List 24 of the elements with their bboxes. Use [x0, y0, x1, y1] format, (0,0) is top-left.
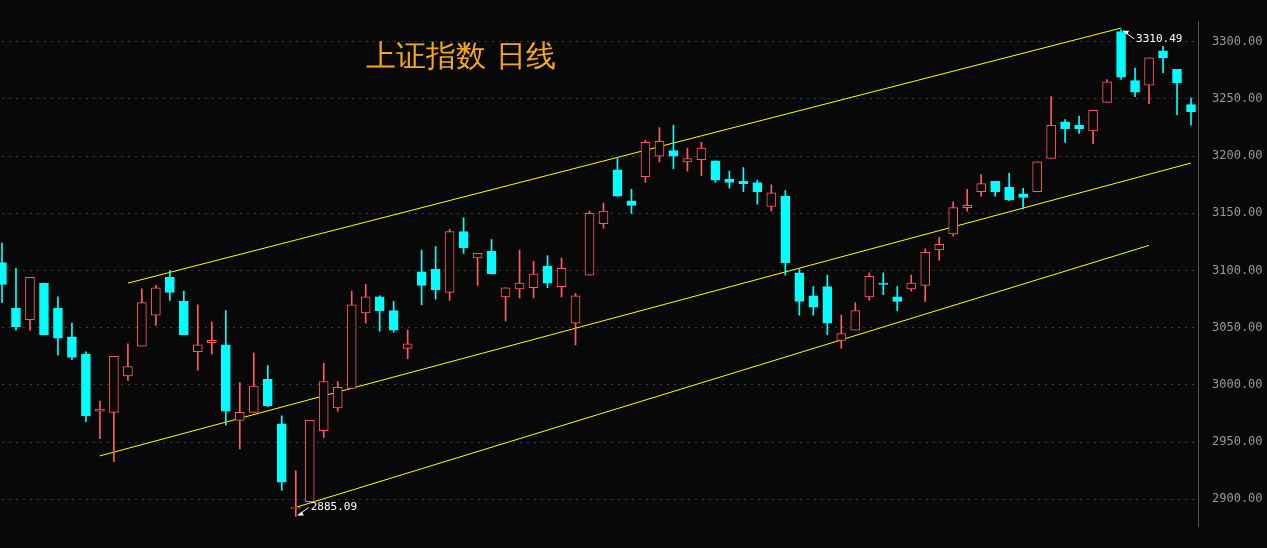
y-tick-label: 2950.00: [1212, 434, 1263, 449]
candlestick: [1074, 115, 1084, 134]
candlestick: [892, 286, 903, 311]
candlestick: [206, 321, 217, 355]
annotation: 2885.09: [310, 500, 358, 514]
y-tick-label: 3200.00: [1212, 148, 1263, 163]
candlestick: [962, 189, 973, 212]
y-tick-label: 3300.00: [1212, 33, 1263, 48]
candlestick: [934, 237, 945, 261]
candlestick: [95, 400, 105, 440]
y-tick-label: 3000.00: [1212, 377, 1263, 392]
candlestick: [878, 272, 889, 295]
candlestick: [234, 382, 245, 450]
y-tick-label: 3150.00: [1212, 205, 1263, 220]
y-tick-label: 3250.00: [1212, 91, 1263, 106]
candlestick: [836, 314, 847, 349]
y-tick-label: 3100.00: [1212, 262, 1263, 277]
y-tick-label: 3050.00: [1212, 319, 1263, 334]
candlestick: [123, 343, 133, 381]
text: 上证指数 日线: [366, 37, 556, 75]
y-tick-label: 2900.00: [1212, 491, 1263, 506]
candlestick: [1018, 187, 1028, 210]
candlestick: [193, 304, 203, 371]
annotation: 3310.49: [1136, 31, 1183, 45]
